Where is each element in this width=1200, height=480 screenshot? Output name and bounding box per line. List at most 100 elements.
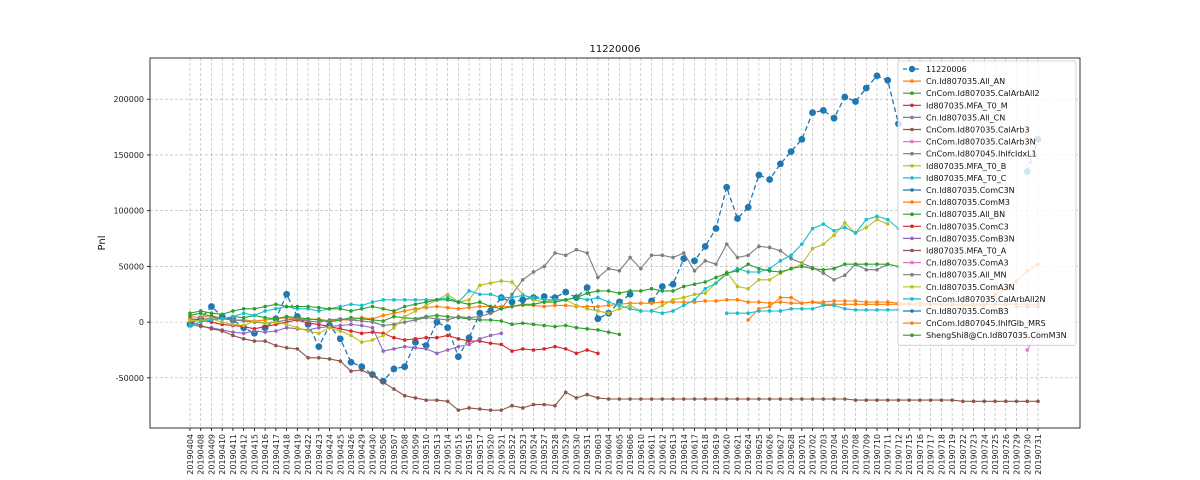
data-point xyxy=(563,303,568,308)
y-tick-label: 100000 xyxy=(113,207,144,216)
data-point xyxy=(542,304,547,309)
data-point xyxy=(488,292,493,297)
data-point xyxy=(853,398,858,402)
data-point xyxy=(478,318,482,322)
data-point xyxy=(842,262,847,266)
legend-swatch-marker xyxy=(910,103,914,108)
data-point xyxy=(424,303,428,308)
data-point xyxy=(424,347,428,351)
data-point xyxy=(241,319,246,323)
legend-entry-label: CnCom.Id807045.IhIfcIdxL1 xyxy=(926,150,1037,159)
data-point xyxy=(767,269,772,273)
data-point xyxy=(488,281,493,285)
y-tick-label: 50000 xyxy=(119,262,144,271)
data-point xyxy=(585,251,589,255)
data-point xyxy=(842,299,847,303)
data-point xyxy=(402,298,407,302)
legend-swatch-marker xyxy=(910,333,914,338)
data-point xyxy=(1036,399,1040,404)
x-tick-label: 20190522 xyxy=(508,434,517,475)
data-point xyxy=(671,255,675,260)
data-point xyxy=(714,275,718,280)
x-tick-label: 20190415 xyxy=(250,434,259,475)
data-point xyxy=(510,292,514,297)
x-tick-label: 20190524 xyxy=(529,434,538,475)
data-point xyxy=(336,335,344,343)
data-point xyxy=(531,348,536,352)
data-point xyxy=(424,398,428,402)
data-point xyxy=(907,398,911,402)
data-point xyxy=(875,262,879,266)
data-point xyxy=(284,345,289,350)
legend-swatch-marker xyxy=(910,272,914,277)
data-point xyxy=(767,245,772,250)
data-point xyxy=(317,355,321,360)
data-point xyxy=(435,351,439,356)
legend-entry-label: Id807035.MFA_T0_M xyxy=(926,101,1008,110)
data-point xyxy=(284,314,289,319)
data-point xyxy=(467,315,471,320)
data-point xyxy=(540,293,548,300)
data-point xyxy=(617,303,622,308)
data-point xyxy=(671,298,675,302)
data-point xyxy=(338,323,343,328)
data-point xyxy=(209,327,214,331)
data-point xyxy=(220,312,225,317)
data-point xyxy=(596,396,600,400)
x-tick-label: 20190430 xyxy=(368,434,377,475)
series-Cn.Id807035.All_BN xyxy=(188,262,901,317)
data-point xyxy=(435,398,439,402)
x-tick-label: 20190429 xyxy=(358,434,367,475)
data-point xyxy=(639,266,643,271)
x-tick-label: 20190426 xyxy=(347,434,356,475)
data-point xyxy=(757,244,761,249)
data-point xyxy=(467,339,471,343)
data-point xyxy=(842,397,847,401)
data-point xyxy=(746,397,750,401)
data-point xyxy=(660,289,665,293)
data-point xyxy=(875,308,879,312)
data-point xyxy=(349,333,353,338)
data-point xyxy=(842,306,847,311)
data-point xyxy=(735,298,740,302)
data-point xyxy=(220,316,225,321)
data-point xyxy=(563,347,568,351)
x-tick-label: 20190418 xyxy=(283,434,292,475)
data-point xyxy=(680,255,688,263)
data-point xyxy=(413,396,418,400)
data-point xyxy=(746,311,750,316)
data-point xyxy=(767,304,772,309)
data-point xyxy=(1014,399,1019,404)
data-point xyxy=(317,325,321,330)
data-point xyxy=(413,345,418,350)
x-tick-label: 20190709 xyxy=(862,434,871,475)
data-point xyxy=(499,306,504,311)
data-point xyxy=(478,283,482,288)
legend-swatch-marker xyxy=(910,115,914,120)
data-point xyxy=(413,309,418,313)
data-point xyxy=(864,398,869,402)
x-tick-label: 20190723 xyxy=(970,434,979,475)
data-point xyxy=(349,302,353,307)
data-point xyxy=(392,335,396,340)
data-point xyxy=(606,330,611,334)
data-point xyxy=(778,259,783,263)
data-point xyxy=(241,323,246,328)
data-point xyxy=(864,302,869,307)
data-point xyxy=(220,320,225,324)
data-point xyxy=(542,264,547,269)
data-point xyxy=(359,323,364,328)
data-point xyxy=(252,306,257,311)
data-point xyxy=(370,330,375,334)
data-point xyxy=(381,319,386,323)
data-point xyxy=(649,301,654,305)
data-point xyxy=(231,322,235,327)
data-point xyxy=(681,284,686,289)
data-point xyxy=(583,284,591,291)
data-point xyxy=(381,380,386,385)
data-point xyxy=(476,309,484,317)
data-point xyxy=(864,267,869,272)
data-point xyxy=(746,270,750,274)
data-point xyxy=(596,351,600,356)
data-point xyxy=(789,397,793,401)
